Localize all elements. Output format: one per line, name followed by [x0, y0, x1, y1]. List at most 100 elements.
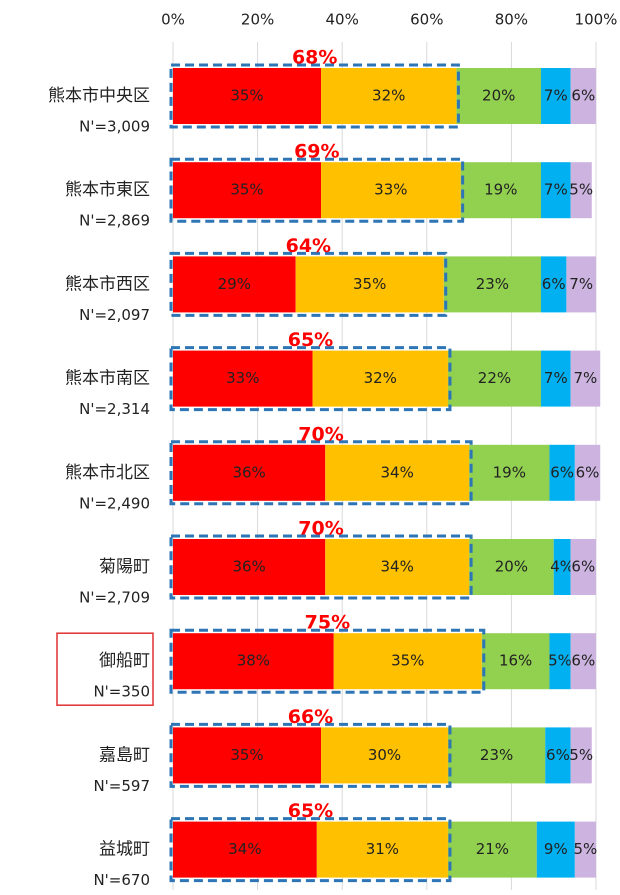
- bar-segment: [570, 727, 592, 784]
- category-label: 熊本市中央区: [48, 86, 150, 106]
- data-label: 34%: [228, 840, 261, 858]
- category-label: 菊陽町: [99, 557, 150, 577]
- bar-segment: [173, 68, 322, 124]
- data-label: 6%: [571, 87, 595, 105]
- x-tick-label: 20%: [241, 11, 274, 29]
- total-label: 69%: [294, 141, 339, 163]
- data-label: 35%: [230, 746, 263, 764]
- data-label: 16%: [499, 652, 532, 670]
- data-label: 36%: [232, 463, 265, 481]
- bar-segment: [570, 162, 592, 219]
- data-label: 6%: [571, 558, 595, 576]
- x-tick-label: 60%: [410, 11, 443, 29]
- data-label: 6%: [542, 275, 566, 293]
- bar-segment: [173, 727, 322, 784]
- total-label: 66%: [288, 706, 333, 728]
- total-box: [169, 63, 460, 129]
- data-label: 9%: [544, 840, 568, 858]
- bar-segment: [321, 162, 461, 219]
- bar-segment: [553, 539, 571, 595]
- data-label: 5%: [574, 840, 598, 858]
- x-tick-label: 40%: [326, 11, 359, 29]
- x-tick-label: 100%: [575, 11, 618, 29]
- data-label: 32%: [364, 369, 397, 387]
- total-label: 70%: [298, 518, 343, 540]
- category-label: 嘉島町: [99, 745, 150, 765]
- sample-size-label: N'=597: [93, 777, 150, 795]
- data-label: 29%: [218, 275, 251, 293]
- data-label: 35%: [391, 652, 424, 670]
- bar-segment: [443, 256, 542, 313]
- total-label: 68%: [292, 47, 337, 69]
- bar-segment: [536, 821, 575, 878]
- bar-segment: [173, 633, 334, 690]
- bar-segment: [545, 727, 571, 784]
- total-label: 64%: [286, 235, 331, 257]
- data-label: 5%: [548, 652, 572, 670]
- data-label: 34%: [381, 558, 414, 576]
- bar-segment: [447, 350, 542, 407]
- sample-size-label: N'=2,869: [79, 212, 150, 230]
- sample-size-label: N'=350: [93, 683, 150, 701]
- data-label: 5%: [569, 746, 593, 764]
- data-label: 20%: [482, 87, 515, 105]
- total-box: [169, 722, 452, 788]
- total-box: [169, 628, 486, 694]
- highlight-box: [56, 632, 154, 706]
- data-label: 7%: [544, 87, 568, 105]
- bar-segment: [173, 256, 296, 313]
- sample-size-label: N'=2,097: [79, 306, 150, 324]
- bar-segment: [541, 162, 571, 219]
- sample-size-label: N'=2,490: [79, 494, 150, 512]
- bar-segment: [312, 350, 448, 407]
- bar-segment: [549, 633, 571, 690]
- data-label: 7%: [544, 369, 568, 387]
- sample-size-label: N'=3,009: [79, 118, 150, 136]
- bar-segment: [173, 539, 326, 595]
- total-label: 70%: [298, 423, 343, 445]
- category-label: 御船町: [99, 651, 150, 671]
- bar-segment: [481, 633, 550, 690]
- data-label: 4%: [550, 558, 574, 576]
- data-label: 23%: [480, 746, 513, 764]
- data-label: 7%: [569, 275, 593, 293]
- category-label: 熊本市東区: [65, 180, 150, 200]
- bar-segment: [173, 350, 313, 407]
- bar-segment: [316, 821, 448, 878]
- bar-segment: [173, 444, 326, 501]
- bar-segment: [325, 539, 470, 595]
- bar-segment: [570, 350, 601, 407]
- data-label: 31%: [366, 840, 399, 858]
- total-box: [169, 534, 473, 600]
- total-box: [169, 157, 465, 223]
- bar-segment: [333, 633, 482, 690]
- bar-segment: [469, 444, 550, 501]
- total-box: [169, 440, 473, 506]
- bar-segment: [570, 68, 596, 124]
- data-label: 34%: [381, 463, 414, 481]
- data-label: 38%: [237, 652, 270, 670]
- data-label: 6%: [546, 746, 570, 764]
- total-label: 75%: [305, 612, 350, 634]
- sample-size-label: N'=2,709: [79, 589, 150, 607]
- data-label: 35%: [230, 87, 263, 105]
- bar-segment: [447, 821, 537, 878]
- bar-segment: [173, 162, 322, 219]
- bar-segment: [541, 256, 567, 313]
- sample-size-label: N'=2,314: [79, 400, 150, 418]
- data-label: 7%: [574, 369, 598, 387]
- total-label: 65%: [288, 800, 333, 822]
- bar-segment: [173, 821, 317, 878]
- data-label: 20%: [495, 558, 528, 576]
- data-label: 23%: [476, 275, 509, 293]
- data-label: 6%: [571, 652, 595, 670]
- data-label: 32%: [372, 87, 405, 105]
- bar-segment: [295, 256, 444, 313]
- data-label: 33%: [374, 181, 407, 199]
- bar-segment: [574, 821, 596, 878]
- data-label: 30%: [368, 746, 401, 764]
- category-label: 熊本市西区: [65, 274, 150, 294]
- x-tick-label: 80%: [495, 11, 528, 29]
- data-label: 35%: [230, 181, 263, 199]
